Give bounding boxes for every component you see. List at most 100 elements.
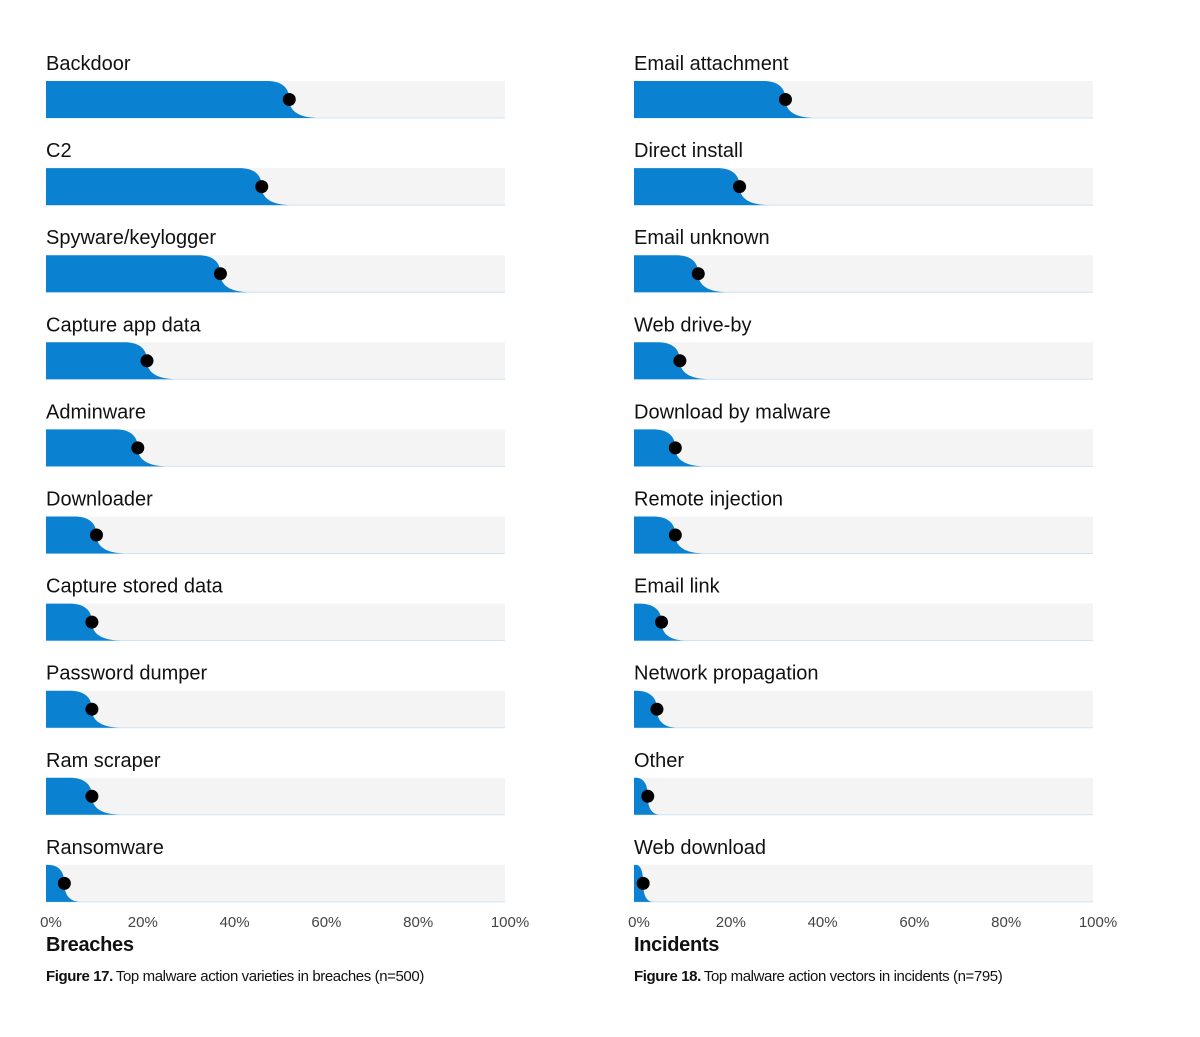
bar-row: Capture app data xyxy=(46,314,505,380)
bar-row: Email link xyxy=(634,576,1093,642)
bar-row: Web download xyxy=(634,837,1093,903)
value-point xyxy=(650,702,664,716)
bar-row: C2 xyxy=(46,140,505,206)
x-tick-label: 80% xyxy=(403,914,433,931)
value-point xyxy=(636,876,650,890)
bar-track xyxy=(634,690,1093,728)
bar xyxy=(46,777,122,815)
bar-row: Email unknown xyxy=(634,227,1093,293)
value-point xyxy=(255,180,269,194)
x-tick-label: 20% xyxy=(716,914,746,931)
bar xyxy=(46,429,168,467)
value-point xyxy=(57,876,71,890)
category-label: Email attachment xyxy=(634,53,789,75)
bar-row: Other xyxy=(634,750,1093,816)
figure-caption-text: Top malware action varieties in breaches… xyxy=(115,968,424,985)
bar-track xyxy=(46,864,505,902)
bar-track xyxy=(634,342,1093,380)
value-point xyxy=(778,93,792,106)
bar-row: Remote injection xyxy=(634,489,1093,554)
value-point xyxy=(282,93,296,106)
incidents-chart: Email attachment Direct install Email unkn… xyxy=(628,53,1117,931)
category-label: Web drive-by xyxy=(634,314,751,336)
bar-row: Capture stored data xyxy=(46,576,505,642)
bar xyxy=(46,603,122,641)
value-point xyxy=(655,615,669,629)
value-point xyxy=(668,441,682,455)
bar xyxy=(46,342,177,380)
x-tick-label: 100% xyxy=(491,914,529,931)
bar xyxy=(46,81,320,118)
x-axis-label: Incidents xyxy=(634,934,720,956)
bar-row: Spyware/keylogger xyxy=(46,227,505,293)
category-label: Download by malware xyxy=(634,401,831,423)
bar xyxy=(46,255,251,293)
incidents-chart-panel: Email attachment Direct install Email unkn… xyxy=(588,0,1128,1037)
bar-row: Ram scraper xyxy=(46,750,505,816)
bar xyxy=(634,168,770,206)
x-axis-label: Breaches xyxy=(46,934,134,956)
category-label: Email link xyxy=(634,576,721,598)
bar-track xyxy=(634,429,1093,467)
value-point xyxy=(85,789,99,803)
bar xyxy=(46,690,122,728)
category-label: Network propagation xyxy=(634,663,819,685)
x-tick-label: 20% xyxy=(128,914,158,931)
bar-track xyxy=(634,603,1093,641)
value-point xyxy=(85,615,99,629)
figure-number: Figure 18. xyxy=(634,968,701,985)
category-label: Capture stored data xyxy=(46,576,224,598)
bar-row: Downloader xyxy=(46,489,505,554)
bar-row: Adminware xyxy=(46,401,505,467)
bar-track xyxy=(634,777,1093,815)
value-point xyxy=(673,354,687,368)
category-label: Email unknown xyxy=(634,227,770,249)
x-tick-label: 100% xyxy=(1079,914,1117,931)
category-label: C2 xyxy=(46,140,72,162)
bar-row: Download by malware xyxy=(634,401,1093,467)
category-label: Spyware/keylogger xyxy=(46,227,216,249)
x-tick-label: 80% xyxy=(991,914,1021,931)
category-label: Ram scraper xyxy=(46,750,161,772)
x-tick-label: 60% xyxy=(899,914,929,931)
bar-row: Web drive-by xyxy=(634,314,1093,380)
bar-row: Ransomware xyxy=(46,837,505,903)
bar-row: Email attachment xyxy=(634,53,1093,119)
category-label: Password dumper xyxy=(46,663,208,685)
value-point xyxy=(641,789,655,803)
bar-track xyxy=(46,690,505,728)
bar-row: Direct install xyxy=(634,140,1093,206)
category-label: Remote injection xyxy=(634,489,783,511)
x-tick-label: 0% xyxy=(40,914,62,931)
x-tick-label: 60% xyxy=(311,914,341,931)
category-label: Backdoor xyxy=(46,53,131,75)
category-label: Capture app data xyxy=(46,314,201,336)
x-tick-label: 0% xyxy=(628,914,650,931)
bar xyxy=(634,342,710,380)
bar-track xyxy=(634,864,1093,902)
bar-track xyxy=(46,777,505,815)
figure-caption-text: Top malware action vectors in incidents … xyxy=(703,968,1003,985)
bar xyxy=(634,255,729,293)
bar-track xyxy=(46,516,505,554)
breaches-chart-panel: Backdoor C2 Spyware/keylogger Capture app d… xyxy=(0,0,540,1037)
bar-row: Password dumper xyxy=(46,663,505,729)
figure-number: Figure 17. xyxy=(46,968,113,985)
value-point xyxy=(213,267,227,281)
value-point xyxy=(131,441,145,455)
value-point xyxy=(691,267,705,281)
category-label: Ransomware xyxy=(46,837,164,859)
value-point xyxy=(668,528,682,542)
x-tick-label: 40% xyxy=(808,914,838,931)
value-point xyxy=(89,528,103,542)
x-tick-label: 40% xyxy=(220,914,250,931)
category-label: Adminware xyxy=(46,401,146,423)
category-label: Downloader xyxy=(46,489,153,511)
value-point xyxy=(733,180,747,194)
breaches-chart: Backdoor C2 Spyware/keylogger Capture app d… xyxy=(40,53,529,931)
category-label: Other xyxy=(634,750,684,772)
bar xyxy=(46,168,292,206)
value-point xyxy=(85,702,99,716)
bar-track xyxy=(46,603,505,641)
bar xyxy=(46,516,127,554)
